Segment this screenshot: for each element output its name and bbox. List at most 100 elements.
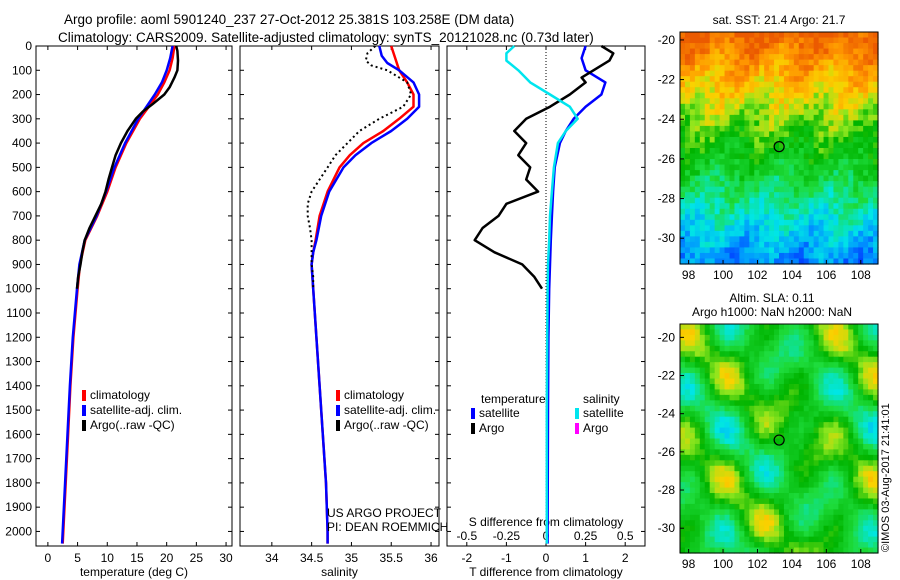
heatmap-cell [808, 219, 815, 226]
heatmap-cell [754, 65, 760, 72]
heatmap-cell [729, 252, 736, 260]
heatmap-cell [749, 252, 755, 260]
heatmap-cell [868, 65, 874, 72]
heatmap-cell [694, 345, 701, 352]
heatmap-cell [843, 503, 849, 510]
heatmap-cell [853, 98, 859, 105]
heatmap-cell [704, 422, 711, 429]
heatmap-cell [818, 438, 825, 445]
heatmap-cell [734, 509, 740, 516]
heatmap-cell [803, 351, 810, 358]
heatmap-cell [783, 258, 790, 265]
heatmap-cell [823, 422, 830, 429]
heatmap-cell [719, 214, 726, 221]
heatmap-cell [744, 329, 750, 336]
heatmap-cell [719, 76, 726, 83]
heatmap-cell [828, 208, 835, 215]
heatmap-cell [689, 225, 696, 232]
heatmap-cell [783, 422, 790, 429]
heatmap-cell [788, 225, 795, 232]
heatmap-cell [779, 482, 785, 489]
heatmap-cell [858, 159, 864, 166]
heatmap-cell [863, 247, 869, 254]
heatmap-cell [853, 378, 859, 385]
heatmap-cell [704, 92, 711, 99]
heatmap-cell [769, 109, 775, 116]
heatmap-cell [689, 192, 696, 199]
heatmap-cell [793, 153, 800, 160]
heatmap-cell [863, 136, 869, 144]
heatmap-cell [823, 394, 830, 401]
heatmap-cell [868, 334, 874, 341]
heatmap-cell [724, 542, 731, 549]
heatmap-cell [783, 498, 790, 505]
heatmap-cell [694, 225, 701, 232]
heatmap-cell [749, 329, 755, 336]
heatmap-cell [754, 142, 760, 149]
legend-title-salinity: salinity [583, 392, 620, 406]
heatmap-cell [774, 373, 780, 380]
heatmap-cell [744, 449, 750, 456]
heatmap-cell [769, 219, 775, 226]
heatmap-cell [754, 509, 760, 516]
heatmap-cell [823, 252, 830, 260]
heatmap-cell [689, 153, 696, 160]
heatmap-cell [754, 427, 760, 434]
heatmap-cell [853, 498, 859, 505]
heatmap-cell [754, 87, 760, 94]
heatmap-cell [808, 362, 815, 369]
heatmap-cell [798, 536, 805, 543]
heatmap-cell [729, 514, 736, 521]
heatmap-cell [833, 159, 839, 166]
heatmap-cell [858, 536, 864, 543]
heatmap-cell [863, 405, 869, 412]
heatmap-cell [694, 70, 701, 77]
heatmap-cell [863, 373, 869, 380]
heatmap-cell [803, 192, 810, 199]
heatmap-cell [818, 334, 825, 341]
heatmap-cell [868, 164, 874, 171]
heatmap-cell [788, 164, 795, 171]
heatmap-cell [833, 54, 839, 61]
heatmap-cell [729, 416, 736, 423]
heatmap-cell [833, 487, 839, 494]
heatmap-cell [793, 389, 800, 396]
heatmap-cell [749, 92, 755, 99]
heatmap-cell [709, 48, 716, 55]
heatmap-cell [818, 252, 825, 260]
heatmap-cell [848, 520, 854, 527]
heatmap-cell [818, 394, 825, 401]
heatmap-cell [803, 362, 810, 369]
heatmap-cell [699, 443, 706, 450]
heatmap-cell [719, 427, 726, 434]
heatmap-cell [754, 438, 760, 445]
heatmap-cell [823, 142, 830, 149]
heatmap-cell [689, 120, 696, 127]
heatmap-cell [774, 142, 780, 149]
heatmap-cell [764, 482, 770, 489]
heatmap-cell [764, 460, 770, 467]
heatmap-cell [734, 37, 740, 44]
heatmap-cell [863, 525, 869, 532]
heatmap-cell [709, 214, 716, 221]
heatmap-cell [734, 65, 740, 72]
heatmap-cell [699, 394, 706, 401]
heatmap-cell [709, 241, 716, 249]
heatmap-cell [848, 81, 854, 88]
heatmap-cell [769, 131, 775, 138]
heatmap-cell [759, 487, 765, 494]
heatmap-cell [863, 345, 869, 352]
heatmap-cell [779, 208, 785, 215]
heatmap-cell [853, 164, 859, 171]
heatmap-cell [729, 531, 736, 538]
heatmap-cell [734, 405, 740, 412]
heatmap-cell [734, 125, 740, 133]
heatmap-cell [714, 142, 721, 149]
heatmap-cell [764, 427, 770, 434]
heatmap-cell [863, 422, 869, 429]
heatmap-cell [808, 400, 815, 407]
heatmap-cell [848, 334, 854, 341]
heatmap-cell [724, 356, 731, 363]
heatmap-cell [754, 394, 760, 401]
heatmap-cell [868, 324, 874, 331]
